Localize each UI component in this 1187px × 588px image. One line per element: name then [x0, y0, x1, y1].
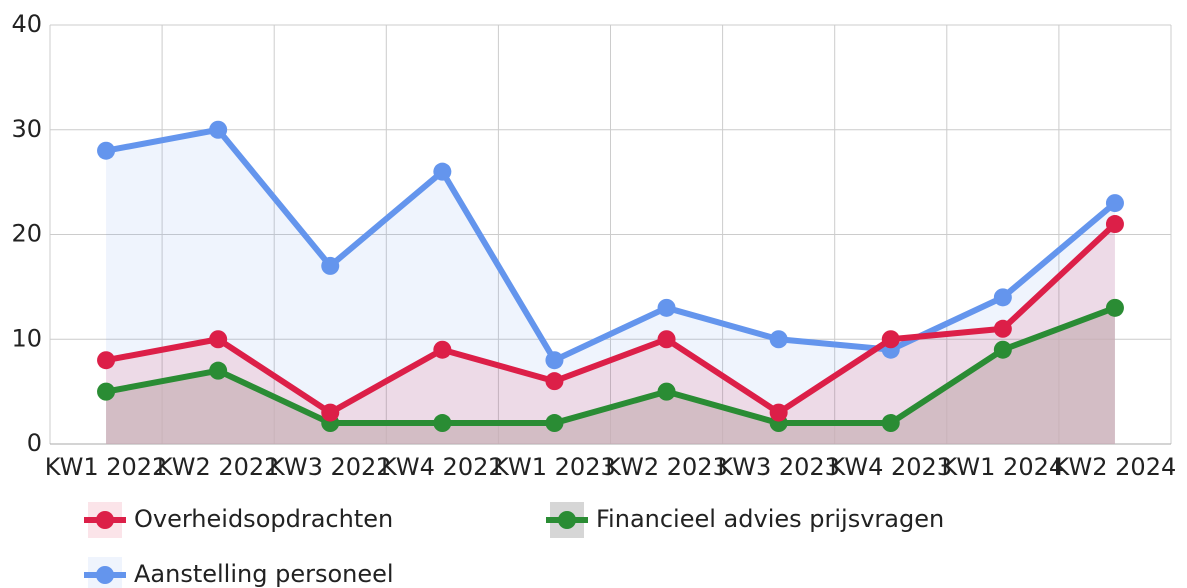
point	[433, 340, 452, 359]
point	[545, 351, 564, 370]
x-tick-label: KW4 2023	[829, 453, 952, 481]
point	[1105, 215, 1124, 234]
area	[106, 307, 1115, 444]
line	[105, 126, 1117, 364]
legend-label: Overheidsopdrachten	[134, 505, 393, 533]
legend-label: Aanstelling personeel	[134, 560, 394, 588]
x-tick-label: KW3 2022	[269, 453, 392, 481]
point	[993, 319, 1012, 338]
x-tick-label: KW1 2024	[942, 453, 1065, 481]
point	[881, 330, 900, 349]
line	[105, 305, 1117, 427]
point	[993, 340, 1012, 359]
point	[209, 120, 228, 139]
point	[97, 382, 116, 401]
area	[106, 129, 1115, 444]
y-tick-label: 20	[11, 220, 42, 248]
x-tick-label: KW4 2022	[381, 453, 504, 481]
legend-dot	[96, 511, 114, 529]
point	[433, 414, 452, 433]
point	[657, 298, 676, 317]
legend-dot	[558, 511, 576, 529]
point	[881, 414, 900, 433]
point	[97, 141, 116, 160]
x-tick-label: KW1 2022	[45, 453, 168, 481]
area	[106, 224, 1115, 444]
point	[321, 403, 340, 422]
point	[97, 351, 116, 370]
x-tick-label: KW2 2023	[605, 453, 728, 481]
point	[433, 162, 452, 181]
y-tick-label: 40	[11, 10, 42, 38]
x-tick-label: KW1 2023	[493, 453, 616, 481]
point	[1105, 298, 1124, 317]
legend-label: Financieel advies prijsvragen	[596, 505, 944, 533]
x-tick-label: KW2 2022	[157, 453, 280, 481]
point	[321, 256, 340, 275]
x-tick-label: KW2 2024	[1054, 453, 1177, 481]
y-tick-label: 0	[27, 429, 42, 457]
x-tick-label: KW3 2023	[717, 453, 840, 481]
y-tick-label: 10	[11, 324, 42, 352]
line	[105, 221, 1117, 416]
point	[1105, 194, 1124, 213]
point	[209, 330, 228, 349]
point	[209, 361, 228, 380]
point	[657, 382, 676, 401]
point	[545, 414, 564, 433]
point	[657, 330, 676, 349]
point	[769, 403, 788, 422]
legend-dot	[96, 566, 114, 584]
point	[993, 288, 1012, 307]
y-tick-label: 30	[11, 115, 42, 143]
point	[545, 372, 564, 391]
point	[769, 330, 788, 349]
